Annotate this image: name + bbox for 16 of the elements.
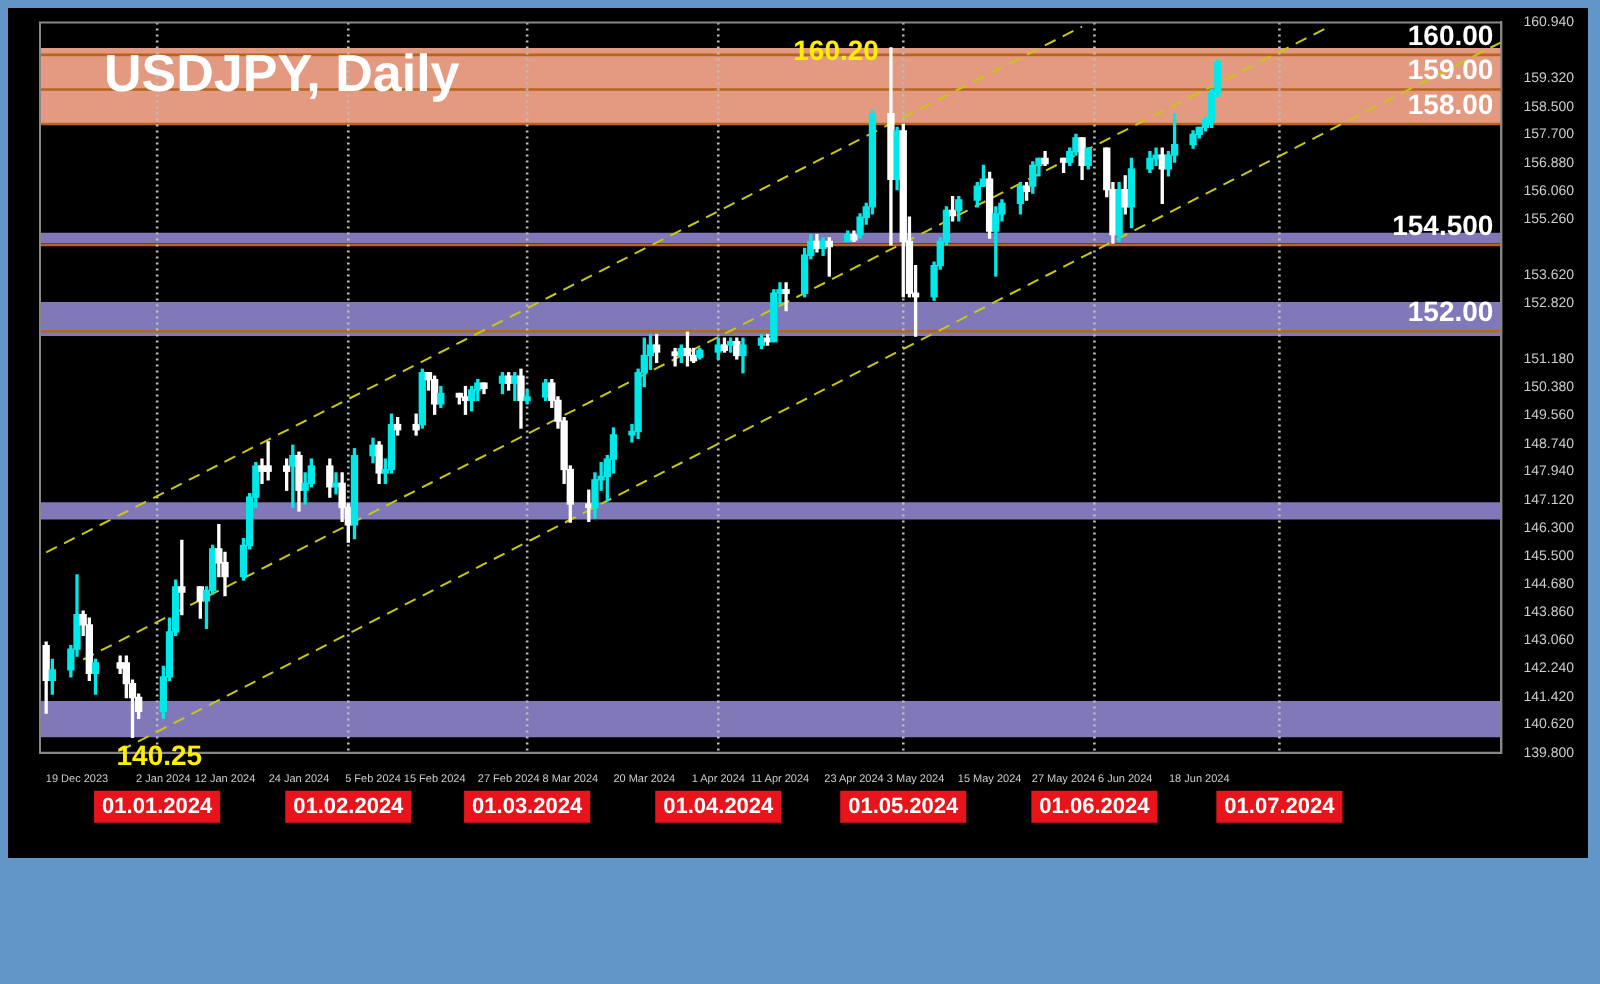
ref-line-label: 01.05.2024 (848, 794, 961, 819)
ref-line-label: 01.06.2024 (1039, 794, 1152, 819)
ref-line-label: 154.500 (1392, 208, 1494, 241)
ref-line-label: 01.02.2024 (293, 794, 406, 819)
ref-line-label: 152.00 (1407, 295, 1494, 327)
ref-line-label: 01.01.2024 (102, 794, 214, 819)
ref-line-label: 01.04.2024 (663, 794, 776, 819)
ref-line-label: 160.00 (1407, 18, 1494, 51)
candlestick (264, 441, 272, 481)
ref-line-label: 01.03.2024 (472, 794, 584, 819)
ref-line-label: 01.07.2024 (1224, 794, 1337, 819)
candlestick (782, 282, 790, 312)
ref-line-label: 159.00 (1407, 53, 1494, 86)
ref-line-label: 158.00 (1407, 87, 1494, 120)
annotation: 140.25 (116, 738, 203, 771)
chart-title: USDJPY, Daily (104, 42, 461, 103)
